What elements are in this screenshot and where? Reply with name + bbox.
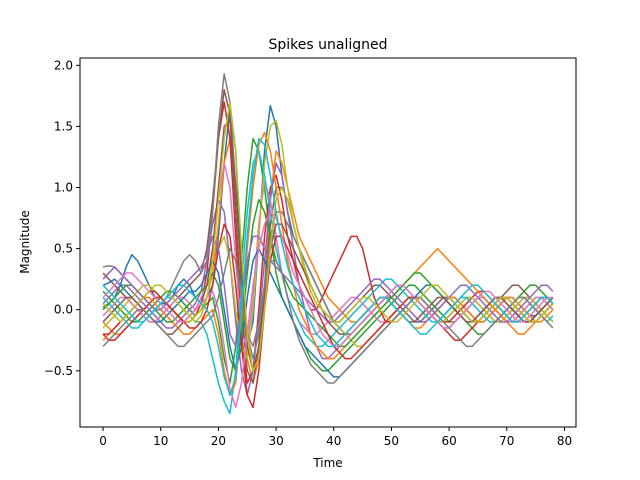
x-tick-label: 70 [499, 434, 514, 448]
y-tick-label: 1.5 [54, 119, 73, 133]
series-line-16 [102, 119, 554, 372]
x-tick-label: 10 [153, 434, 168, 448]
series-line-18 [102, 247, 554, 384]
x-tick-label: 0 [99, 434, 107, 448]
series-line-20 [102, 137, 554, 396]
series-line-17 [102, 211, 553, 409]
x-tick-label: 40 [326, 434, 341, 448]
y-tick-label: 1.0 [54, 181, 73, 195]
x-tick-label: 50 [384, 434, 399, 448]
y-axis-label: Magnitude [18, 210, 32, 274]
x-axis-label: Time [312, 456, 342, 470]
y-tick-label: −0.5 [44, 364, 73, 378]
x-tick-label: 80 [557, 434, 572, 448]
plot-frame [79, 57, 577, 428]
x-tick-label: 60 [441, 434, 456, 448]
y-tick-label: 0.0 [54, 303, 73, 317]
x-tick-label: 20 [211, 434, 226, 448]
y-tick-label: 2.0 [54, 58, 73, 72]
x-tick-label: 30 [268, 434, 283, 448]
y-axis-ticks: −0.5 0.0 0.5 1.0 1.5 2.0 [44, 58, 80, 378]
x-axis-ticks: 0 10 20 30 40 50 60 70 80 [99, 427, 572, 448]
series-layer [102, 73, 554, 415]
chart-title: Spikes unaligned [269, 37, 388, 53]
y-tick-label: 0.5 [54, 242, 73, 256]
series-line-19 [102, 101, 554, 372]
